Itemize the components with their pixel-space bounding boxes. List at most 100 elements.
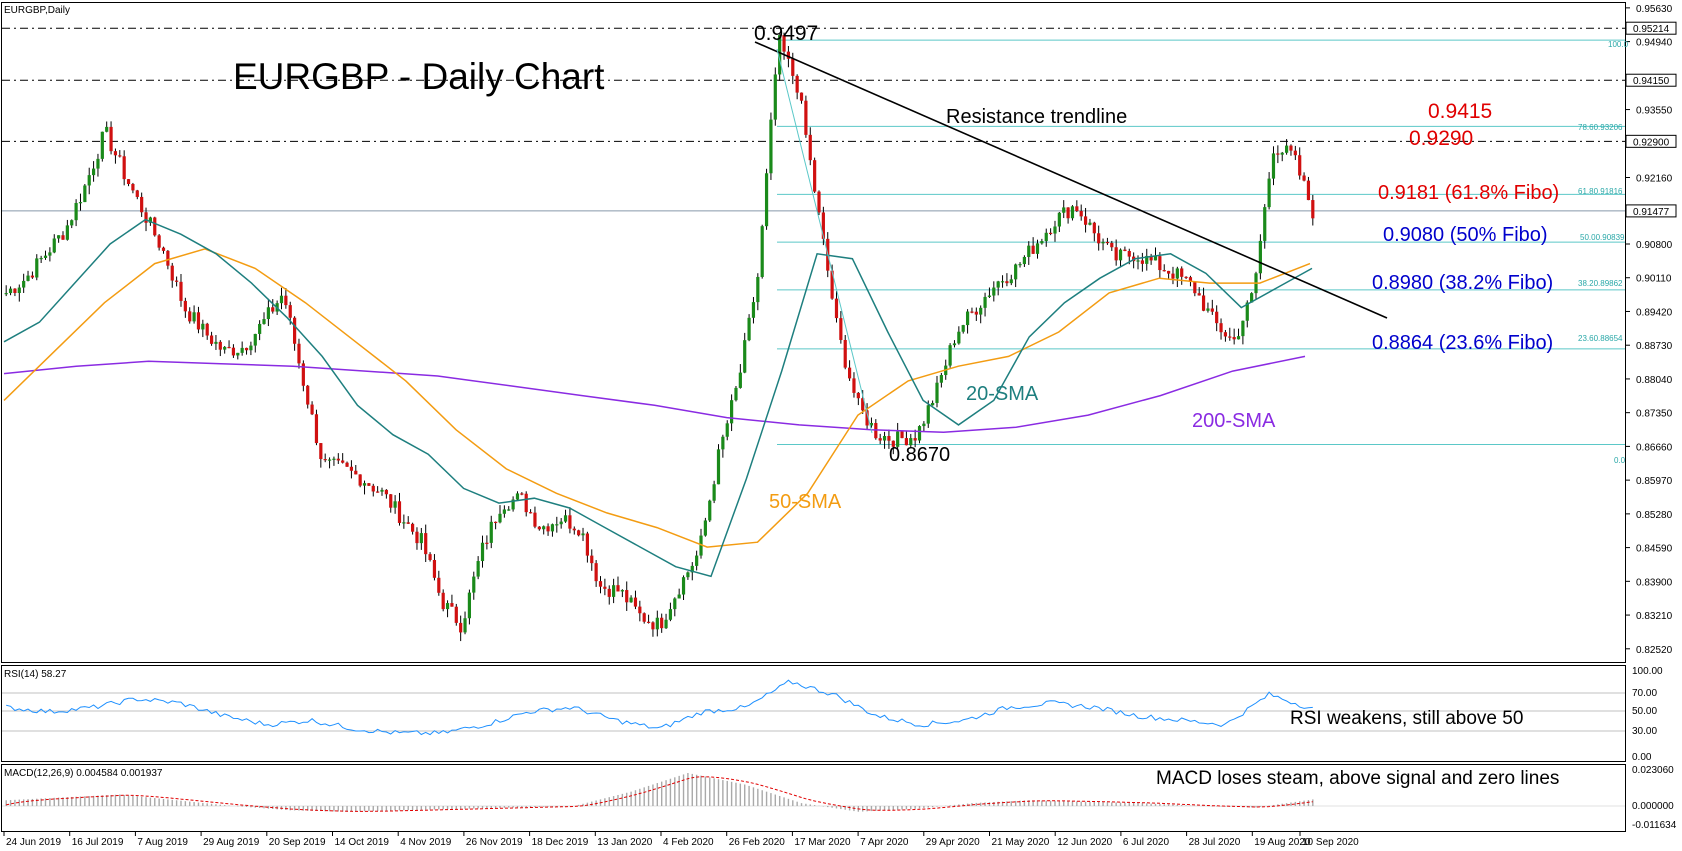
candle-body <box>1193 281 1197 294</box>
candle-body <box>1031 245 1035 254</box>
price-tick-label: 0.90110 <box>1636 274 1672 285</box>
candle-body <box>559 521 563 525</box>
candle-body <box>887 435 891 441</box>
candle-body <box>839 318 843 340</box>
candle-body <box>157 235 161 248</box>
candle-body <box>1088 222 1092 225</box>
candle-body <box>327 459 332 461</box>
candle-body <box>869 423 874 426</box>
candle-body <box>301 363 305 386</box>
candle-body <box>651 622 655 630</box>
candle-body <box>1005 281 1009 284</box>
candle-body <box>91 168 96 176</box>
candle-body <box>786 51 791 59</box>
candle-body <box>345 462 349 467</box>
candle-body <box>660 617 664 629</box>
rsi-panel <box>1 665 1626 762</box>
price-tick-label: 0.88040 <box>1636 375 1673 386</box>
candle-body <box>712 484 716 501</box>
candle-body <box>223 346 227 350</box>
candle-body <box>590 555 594 564</box>
candle-body <box>74 202 78 221</box>
moving-averages <box>3 218 1313 578</box>
candle-body <box>1311 200 1315 219</box>
candle-body <box>813 160 817 192</box>
candle-body <box>957 331 961 344</box>
candle-body <box>166 250 170 266</box>
candle-body <box>96 158 100 169</box>
fib50-label: 0.9080 (50% Fibo) <box>1383 224 1548 246</box>
candle-body <box>472 576 476 593</box>
candle-body <box>655 617 659 630</box>
time-tick-label: 17 Mar 2020 <box>794 837 851 848</box>
candle-body <box>144 212 148 223</box>
candle-body <box>179 281 183 301</box>
candle-body <box>555 524 559 526</box>
price-tick-label: 0.83900 <box>1636 577 1673 588</box>
candle-body <box>1276 153 1280 155</box>
candle-body <box>852 378 856 393</box>
candle-body <box>1302 175 1306 181</box>
sma200-label: 200-SMA <box>1192 410 1276 432</box>
time-tick-label: 29 Aug 2019 <box>203 837 260 848</box>
price-marker-label: 0.91477 <box>1633 207 1670 218</box>
candle-body <box>1162 270 1166 272</box>
macd-signal-line <box>6 776 1313 812</box>
candle-body <box>419 533 423 544</box>
candle-body <box>747 317 751 341</box>
candle-body <box>799 92 804 101</box>
candle-body <box>638 606 642 614</box>
candle-body <box>861 398 865 411</box>
candle-body <box>594 563 598 582</box>
fib618-label: 0.9181 (61.8% Fibo) <box>1378 182 1559 204</box>
candle-body <box>1057 212 1061 227</box>
candle-body <box>319 443 323 460</box>
r1-label: 0.9415 <box>1428 100 1492 123</box>
candle-body <box>686 572 690 578</box>
candle-body <box>131 184 135 191</box>
candle-body <box>459 622 463 633</box>
price-panel <box>1 2 1626 663</box>
candle-body <box>389 494 393 508</box>
candle-body <box>620 590 624 592</box>
candle-body <box>1101 241 1105 244</box>
candle-body <box>537 526 541 530</box>
time-tick-label: 26 Feb 2020 <box>729 837 786 848</box>
candle-body <box>284 295 288 306</box>
candle-body <box>1175 268 1179 279</box>
candle-body <box>135 190 139 197</box>
candle-body <box>410 523 415 532</box>
candle-body <box>314 414 319 444</box>
candle-body <box>489 521 493 543</box>
candle-body <box>1236 336 1241 340</box>
candle-body <box>1267 178 1271 208</box>
candle-body <box>371 485 375 492</box>
resistance-trendline <box>754 41 1388 319</box>
candle-body <box>22 280 26 288</box>
candle-body <box>1079 211 1083 217</box>
sma50-line <box>3 248 1311 548</box>
candle-body <box>795 75 799 93</box>
candle-body <box>528 512 533 514</box>
candle-body <box>218 341 222 350</box>
candle-body <box>515 493 520 500</box>
candle-body <box>1263 207 1267 241</box>
macd-note: MACD loses steam, above signal and zero … <box>1156 768 1559 789</box>
candle-body <box>153 217 157 236</box>
candle-body <box>791 58 795 76</box>
candle-body <box>917 426 922 441</box>
candle-body <box>118 155 122 157</box>
candle-body <box>1075 206 1079 212</box>
candle-body <box>148 217 152 223</box>
candle-body <box>979 307 983 315</box>
candle-body <box>1009 279 1013 284</box>
candle-body <box>716 449 721 485</box>
candle-body <box>61 235 65 240</box>
candle-body <box>1114 247 1118 261</box>
candle-body <box>415 531 419 544</box>
macd-header: MACD(12,26,9) 0.004584 0.001937 <box>4 768 163 779</box>
candle-body <box>581 533 585 536</box>
candle-body <box>1070 206 1075 219</box>
candle-body <box>13 288 17 293</box>
candle-body <box>865 410 869 426</box>
